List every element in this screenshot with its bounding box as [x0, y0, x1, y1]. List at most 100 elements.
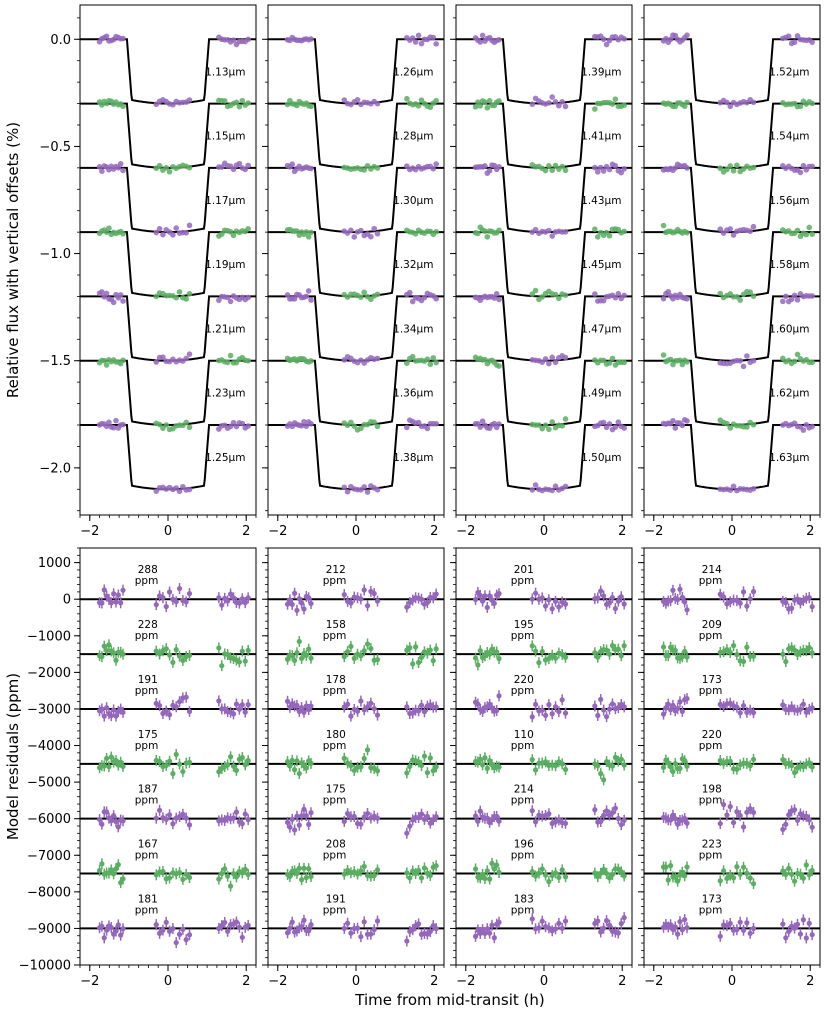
flux-point	[552, 483, 559, 490]
y-tick-label: −6000	[27, 812, 71, 827]
flux-point	[621, 36, 627, 42]
residual-point	[433, 646, 439, 652]
residual-point	[225, 598, 231, 604]
flux-point	[529, 101, 536, 107]
residual-point	[552, 763, 559, 769]
residual-point	[529, 596, 535, 602]
residual-point	[791, 807, 798, 813]
residual-point	[621, 915, 627, 921]
x-tick-label: 2	[806, 974, 814, 989]
residual-point	[791, 769, 798, 776]
flux-point	[358, 294, 364, 300]
flux-point	[670, 417, 676, 424]
flux-point	[230, 232, 237, 239]
res-series-2	[644, 640, 820, 668]
residual-point	[750, 710, 757, 716]
residual-point	[108, 600, 114, 606]
residual-point	[216, 769, 222, 775]
rms-value: 214	[514, 784, 534, 796]
flux-point	[724, 99, 730, 106]
rms-value: 158	[326, 619, 346, 631]
res-series-7	[456, 912, 632, 944]
residual-point	[186, 652, 193, 659]
residual-point	[800, 701, 806, 707]
residual-point	[750, 653, 757, 659]
residual-point	[806, 760, 812, 766]
flux-point	[791, 39, 798, 46]
residual-point	[364, 704, 371, 710]
residual-point	[794, 817, 801, 823]
residual-point	[740, 824, 747, 830]
residual-point	[621, 601, 627, 607]
residual-point	[682, 815, 688, 822]
residual-point	[294, 758, 300, 764]
residual-point	[233, 874, 240, 880]
residual-point	[230, 711, 237, 717]
flux-point	[153, 293, 160, 300]
flux-point	[291, 296, 298, 302]
residual-point	[809, 650, 815, 656]
residual-point	[284, 698, 291, 704]
flux-point	[809, 423, 815, 430]
residual-point	[727, 920, 733, 927]
flux-point	[430, 165, 437, 172]
residual-point	[186, 822, 193, 828]
residual-point	[606, 875, 613, 881]
x-tick-label: 0	[728, 524, 736, 539]
flux-point	[101, 357, 108, 364]
residual-point	[592, 870, 598, 876]
flux-point	[727, 226, 734, 232]
rms-value: 228	[138, 619, 158, 631]
residual-point	[595, 595, 601, 601]
flux-point	[433, 295, 439, 302]
flux-point	[549, 94, 556, 100]
rms-value: 195	[514, 619, 534, 631]
residual-point	[797, 706, 804, 712]
residual-point	[239, 702, 245, 708]
flux-point	[110, 299, 117, 306]
flux-point	[433, 420, 439, 427]
residual-point	[809, 705, 815, 711]
residual-point	[595, 918, 601, 924]
flux-point	[374, 100, 381, 107]
wavelength-label: 1.63μm	[769, 452, 809, 464]
flux-point	[606, 421, 613, 427]
residual-point	[618, 653, 624, 659]
flux-point	[341, 97, 348, 103]
flux-point	[186, 164, 193, 171]
residual-point	[410, 661, 416, 667]
residual-point	[487, 593, 493, 599]
flux-point	[546, 100, 552, 106]
residual-point	[99, 706, 105, 712]
flux-point	[308, 420, 314, 427]
residual-point	[556, 874, 562, 881]
residual-point	[433, 863, 439, 869]
residual-point	[308, 655, 314, 661]
residual-point	[183, 694, 189, 700]
residual-point	[294, 813, 300, 819]
flux-point	[482, 228, 488, 234]
y-tick-label: −9000	[27, 922, 71, 937]
x-tick-label: −2	[456, 524, 475, 539]
residual-point	[296, 865, 302, 871]
flux-point	[667, 36, 674, 43]
flux-point	[245, 423, 251, 429]
residual-point	[308, 873, 314, 880]
flux-point	[744, 353, 750, 359]
flux-point	[618, 169, 625, 176]
residual-point	[163, 762, 169, 768]
flux-point	[433, 359, 439, 366]
flux-point	[724, 420, 730, 427]
residual-point	[99, 600, 105, 606]
flux-point	[374, 165, 381, 171]
residual-point	[153, 602, 159, 608]
flux-point	[224, 359, 231, 366]
residual-point	[618, 594, 624, 600]
residual-point	[609, 643, 616, 649]
flux-point	[737, 297, 744, 303]
residual-point	[354, 871, 361, 877]
residual-point	[361, 648, 367, 654]
flux-point	[684, 165, 690, 171]
flux-point	[183, 296, 189, 302]
residual-point	[679, 708, 685, 714]
